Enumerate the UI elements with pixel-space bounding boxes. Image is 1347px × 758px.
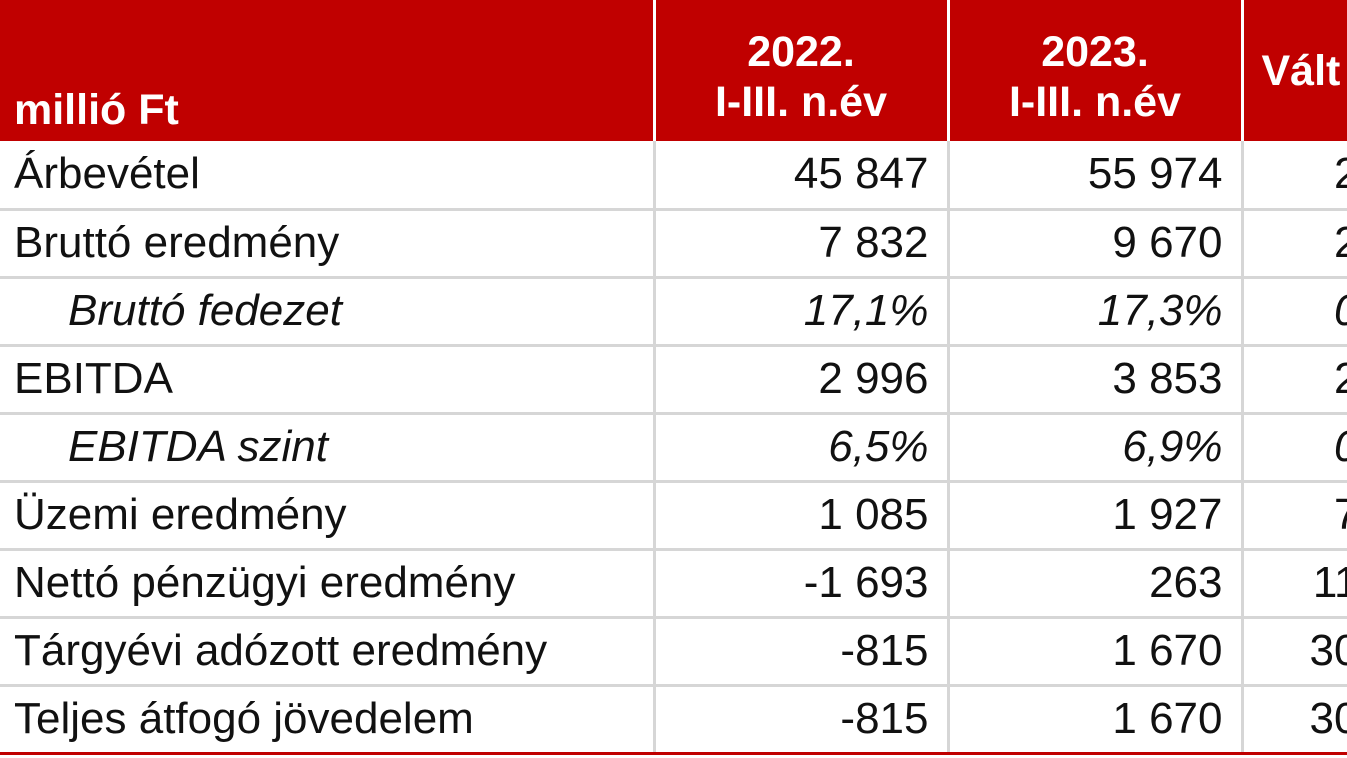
row-label: Tárgyévi adózott eredmény [0, 617, 656, 687]
table-row-revenue: Árbevétel 45 847 55 974 2 [0, 141, 1347, 211]
table-row-gross-profit: Bruttó eredmény 7 832 9 670 2 [0, 209, 1347, 279]
row-label: Üzemi eredmény [0, 481, 656, 551]
unit-header: millió Ft [0, 0, 656, 141]
value-change: 0 [1242, 277, 1347, 347]
table-row-ebitda: EBITDA 2 996 3 853 2 [0, 345, 1347, 415]
table-row-operating-profit: Üzemi eredmény 1 085 1 927 7 [0, 481, 1347, 551]
row-label: Nettó pénzügyi eredmény [0, 549, 656, 619]
value-change: 2 [1242, 345, 1347, 415]
value-change: 2 [1242, 209, 1347, 279]
value-2023: 55 974 [948, 141, 1244, 211]
row-label: Bruttó eredmény [0, 209, 656, 279]
table-row-net-financial-result: Nettó pénzügyi eredmény -1 693 263 11 [0, 549, 1347, 619]
value-2022: 7 832 [654, 209, 950, 279]
header-change: Vált [1242, 0, 1347, 141]
row-label: Bruttó fedezet [0, 277, 656, 347]
value-change: 11 [1242, 549, 1347, 619]
value-change: 2 [1242, 141, 1347, 211]
value-change: 0 [1242, 413, 1347, 483]
header-2022: 2022. I-III. n.év [654, 0, 950, 141]
value-2023: 6,9% [948, 413, 1244, 483]
row-label: EBITDA szint [0, 413, 656, 483]
value-2023: 263 [948, 549, 1244, 619]
header-2023-year: 2023. [1041, 28, 1149, 76]
value-2022: -1 693 [654, 549, 950, 619]
value-2023: 1 670 [948, 617, 1244, 687]
value-2023: 9 670 [948, 209, 1244, 279]
value-2023: 3 853 [948, 345, 1244, 415]
row-label: Teljes átfogó jövedelem [0, 685, 656, 755]
header-2022-year: 2022. [747, 28, 855, 76]
value-change: 30 [1242, 685, 1347, 755]
value-2022: 2 996 [654, 345, 950, 415]
table-header-row: millió Ft 2022. I-III. n.év 2023. I-III.… [0, 0, 1347, 141]
value-2022: -815 [654, 617, 950, 687]
value-2023: 1 670 [948, 685, 1244, 755]
value-change: 30 [1242, 617, 1347, 687]
row-label: Árbevétel [0, 141, 656, 211]
header-2023-period: I-III. n.év [1008, 78, 1182, 126]
value-2022: -815 [654, 685, 950, 755]
value-2022: 6,5% [654, 413, 950, 483]
value-2022: 17,1% [654, 277, 950, 347]
value-2022: 1 085 [654, 481, 950, 551]
row-label: EBITDA [0, 345, 656, 415]
header-2023: 2023. I-III. n.év [948, 0, 1244, 141]
value-2023: 17,3% [948, 277, 1244, 347]
header-2022-period: I-III. n.év [714, 78, 888, 126]
value-2022: 45 847 [654, 141, 950, 211]
table-row-ebitda-margin: EBITDA szint 6,5% 6,9% 0 [0, 413, 1347, 483]
table-row-gross-margin: Bruttó fedezet 17,1% 17,3% 0 [0, 277, 1347, 347]
value-2023: 1 927 [948, 481, 1244, 551]
table-row-net-income: Tárgyévi adózott eredmény -815 1 670 30 [0, 617, 1347, 687]
table-row-comprehensive-income: Teljes átfogó jövedelem -815 1 670 30 [0, 685, 1347, 755]
value-change: 7 [1242, 481, 1347, 551]
